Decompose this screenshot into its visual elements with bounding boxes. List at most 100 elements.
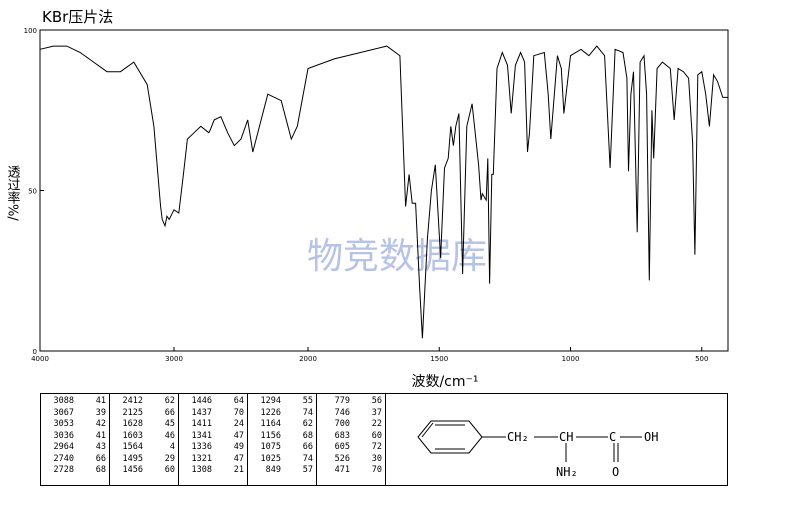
ir-spectrum-chart: KBr压片法 物竞数据库 0 50 100 4000 3000 2000 1500 1000… (5, 8, 729, 390)
y-tick-label: 100 (24, 27, 37, 35)
peak-wavenumber: 1446 (191, 396, 212, 406)
peak-wavenumber: 2412 (122, 396, 143, 406)
peak-wavenumber: 1308 (191, 465, 212, 475)
peak-transmittance: 49 (233, 442, 244, 452)
peak-wavenumber: 1341 (191, 430, 212, 441)
peak-wavenumber: 1294 (260, 396, 281, 406)
label-c: C (609, 430, 616, 444)
peak-transmittance: 46 (164, 430, 175, 441)
peak-table-row: 1164 62 (251, 419, 313, 431)
peak-table-row: 1411 24 (182, 419, 244, 431)
chart-title: KBr压片法 (42, 8, 113, 26)
peak-table-row: 1075 66 (251, 442, 313, 454)
peak-wavenumber: 1321 (191, 453, 212, 464)
peak-wavenumber: 1564 (122, 442, 143, 452)
peak-wavenumber: 1156 (260, 430, 281, 441)
peak-wavenumber: 1164 (260, 419, 281, 429)
peak-table-row: 471 70 (320, 465, 382, 477)
peak-transmittance: 57 (302, 465, 313, 475)
watermark: 物竞数据库 (307, 236, 487, 277)
peak-wavenumber: 1603 (122, 430, 143, 441)
label-oh: OH (644, 430, 658, 444)
benzene-ring (417, 420, 483, 454)
peak-table-row: 1446 64 (182, 396, 244, 408)
peak-transmittance: 45 (164, 419, 175, 429)
peak-transmittance: 4 (169, 442, 175, 452)
peak-transmittance: 37 (371, 407, 382, 418)
peak-wavenumber: 1437 (191, 407, 212, 418)
peak-transmittance: 21 (233, 465, 244, 475)
peak-table-row: 683 60 (320, 431, 382, 443)
spectrum-line (39, 45, 728, 339)
peak-transmittance: 56 (371, 396, 382, 406)
x-tick-label: 1000 (562, 355, 580, 363)
bonds (482, 436, 642, 462)
peak-wavenumber: 1411 (191, 419, 212, 429)
peak-table-row: 1437 70 (182, 408, 244, 420)
peak-transmittance: 68 (95, 465, 106, 475)
x-tick-label: 3000 (165, 355, 183, 363)
peak-transmittance: 62 (164, 396, 175, 406)
peak-transmittance: 47 (233, 430, 244, 441)
peak-transmittance: 41 (95, 430, 106, 441)
peak-table-row: 526 30 (320, 454, 382, 466)
peak-table-row: 3053 42 (44, 419, 106, 431)
peak-wavenumber: 746 (334, 407, 350, 418)
peak-wavenumber: 700 (334, 419, 350, 429)
peak-wavenumber: 2964 (53, 442, 74, 452)
peak-transmittance: 41 (95, 396, 106, 406)
peak-wavenumber: 526 (334, 453, 350, 464)
peak-transmittance: 74 (302, 453, 313, 464)
peak-table-row: 1341 47 (182, 431, 244, 443)
peak-transmittance: 30 (371, 453, 382, 464)
peak-table-row: 1321 47 (182, 454, 244, 466)
peak-table-row: 746 37 (320, 408, 382, 420)
peak-table-row: 1564 4 (113, 442, 175, 454)
x-axis-ticks: 4000 3000 2000 1500 1000 500 (31, 347, 708, 363)
peak-table-row: 1628 45 (113, 419, 175, 431)
peak-wavenumber: 849 (265, 465, 281, 475)
peak-table-row: 1308 21 (182, 465, 244, 477)
peak-table-row: 3036 41 (44, 431, 106, 443)
peak-wavenumber: 3067 (53, 407, 74, 418)
peak-transmittance: 60 (164, 465, 175, 475)
peak-transmittance: 43 (95, 442, 106, 452)
label-ch: CH (559, 430, 573, 444)
y-tick-label: 0 (33, 348, 37, 356)
peak-transmittance: 22 (371, 419, 382, 429)
label-o: O (612, 465, 619, 479)
peak-transmittance: 74 (302, 407, 313, 418)
peak-wavenumber: 1075 (260, 442, 281, 452)
x-tick-label: 1500 (430, 355, 448, 363)
peak-wavenumber: 1226 (260, 407, 281, 418)
peak-transmittance: 72 (371, 442, 382, 452)
peak-transmittance: 55 (302, 396, 313, 406)
peak-table-row: 2125 66 (113, 408, 175, 420)
peak-table-column: 2412 62 2125 66 1628 45 1603 46 1564 4 1495 29 1456 6… (110, 394, 179, 485)
peak-table-row: 1603 46 (113, 431, 175, 443)
peak-table-row: 2740 66 (44, 454, 106, 466)
peak-table-row: 779 56 (320, 396, 382, 408)
y-axis-ticks: 0 50 100 (24, 27, 44, 356)
x-axis-label: 波数/cm⁻¹ (411, 374, 478, 390)
x-tick-label: 2000 (299, 355, 317, 363)
peak-table-row: 849 57 (251, 465, 313, 477)
peak-transmittance: 42 (95, 419, 106, 429)
peak-wavenumber: 3088 (53, 396, 74, 406)
peak-table-column: 3088 41 3067 39 3053 42 3036 41 2964 43 2740 66 2728… (41, 394, 110, 485)
peak-wavenumber: 2740 (53, 453, 74, 464)
peak-table-row: 2964 43 (44, 442, 106, 454)
y-tick-label: 50 (28, 188, 37, 196)
label-nh2: NH₂ (556, 465, 578, 479)
peak-transmittance: 70 (233, 407, 244, 418)
peak-table-row: 1156 68 (251, 431, 313, 443)
x-tick-label: 500 (695, 355, 708, 363)
peak-table-row: 1226 74 (251, 408, 313, 420)
peak-table-row: 1336 49 (182, 442, 244, 454)
structure-diagram: CH₂ CH C OH NH₂ O (386, 393, 728, 486)
peak-transmittance: 24 (233, 419, 244, 429)
peak-transmittance: 29 (164, 453, 175, 464)
peak-transmittance: 68 (302, 430, 313, 441)
peak-table-row: 2412 62 (113, 396, 175, 408)
peak-wavenumber: 2125 (122, 407, 143, 418)
